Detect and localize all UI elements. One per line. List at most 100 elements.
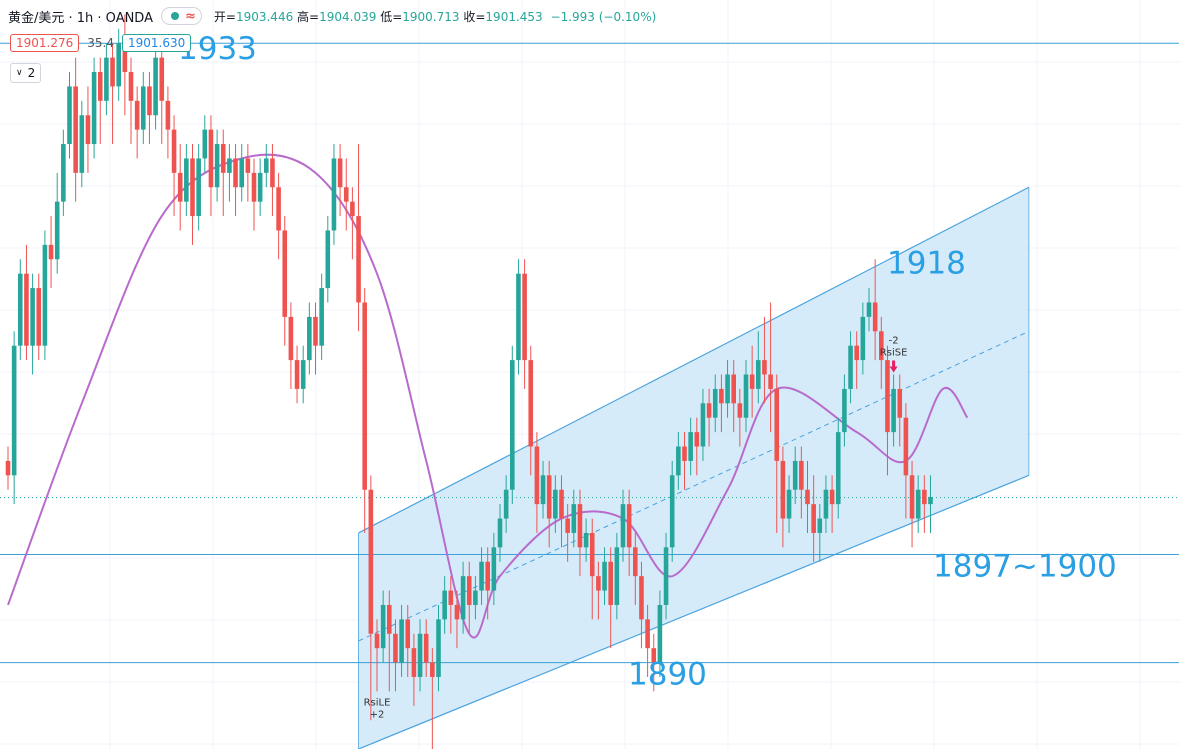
chart-header: 黄金/美元 · 1h · OANDA ≈ 开=1903.446 高=1904.0…	[8, 6, 656, 26]
candle-body	[749, 374, 755, 389]
candle	[30, 273, 35, 375]
candle	[196, 144, 201, 231]
candle	[620, 489, 626, 562]
candle-body	[633, 547, 638, 577]
candle	[897, 374, 903, 447]
candle-body	[460, 576, 466, 620]
candle	[725, 360, 730, 418]
candle	[97, 57, 103, 145]
candle	[866, 288, 872, 332]
label-1933: 1933	[178, 31, 257, 67]
candle-body	[48, 244, 54, 260]
candle	[356, 144, 361, 332]
candle	[399, 604, 404, 677]
sell-signal-arrow-icon	[889, 360, 898, 373]
label-1897-1900: 1897~1900	[933, 549, 1117, 585]
candle-body	[264, 158, 269, 173]
candle-body	[220, 144, 226, 173]
candle-body	[516, 273, 521, 361]
candle	[208, 115, 214, 217]
candle	[528, 345, 534, 476]
candle-body	[454, 604, 460, 620]
candle	[479, 547, 484, 605]
candle-body	[848, 345, 853, 389]
candle-body	[756, 360, 761, 389]
candle-body	[239, 158, 244, 188]
candle-body	[67, 86, 72, 145]
candle-body	[288, 316, 294, 361]
candle	[319, 273, 324, 361]
candle-body	[141, 86, 146, 130]
candle	[473, 576, 478, 620]
candle-body	[620, 504, 626, 548]
candle	[823, 475, 829, 533]
candle	[829, 475, 835, 533]
candle-body	[762, 360, 767, 375]
candle	[214, 129, 220, 202]
candle-body	[110, 57, 115, 87]
candle	[485, 547, 490, 620]
high-value: 1904.039	[319, 9, 377, 24]
candle-body	[897, 388, 903, 418]
candle	[497, 504, 503, 562]
candle	[768, 302, 773, 433]
collapse-indicators-button[interactable]: ∨ 2	[10, 63, 42, 83]
candle	[85, 86, 91, 173]
candle	[805, 460, 810, 533]
candle-body	[645, 619, 650, 649]
candle-body	[694, 432, 700, 447]
candle	[891, 374, 896, 447]
candle	[325, 216, 331, 303]
candle	[245, 144, 251, 202]
candle	[614, 532, 620, 620]
candle	[786, 475, 792, 533]
candle-body	[602, 561, 607, 591]
candle-body	[442, 590, 447, 620]
market-open-icon	[170, 12, 179, 20]
status-pill[interactable]: ≈	[160, 7, 202, 25]
candle	[393, 619, 398, 692]
candle	[749, 345, 755, 418]
candle	[737, 388, 743, 447]
candle	[559, 475, 564, 548]
candle	[651, 633, 657, 692]
candle-body	[528, 360, 534, 447]
candle	[706, 388, 712, 447]
candle	[24, 244, 29, 361]
candle	[639, 561, 644, 649]
candle	[165, 86, 171, 159]
candle	[442, 576, 447, 634]
candle	[743, 360, 749, 433]
candle-body	[134, 100, 140, 130]
candle	[227, 144, 232, 202]
candle	[343, 158, 349, 231]
candle-body	[270, 158, 275, 188]
candle-body	[153, 57, 158, 116]
candle	[565, 504, 570, 562]
candle-body	[657, 604, 663, 663]
candle-body	[725, 374, 730, 404]
candle	[411, 633, 417, 706]
candle-body	[700, 403, 706, 447]
symbol-title[interactable]: 黄金/美元 · 1h · OANDA	[8, 10, 153, 26]
candle-body	[245, 158, 251, 173]
high-label: 高=	[297, 9, 320, 24]
candle	[159, 43, 165, 145]
candle-body	[430, 662, 435, 677]
candle-body	[719, 388, 724, 404]
candle-body	[842, 388, 847, 433]
indicator-value-blue: 1901.630	[121, 34, 192, 52]
candle	[307, 302, 312, 375]
candle	[762, 316, 767, 404]
candle	[657, 590, 663, 677]
candle-body	[774, 388, 780, 461]
candle-body	[356, 216, 361, 303]
candle	[430, 648, 435, 749]
horizontal-lines	[0, 42, 1179, 664]
candle-body	[331, 158, 337, 231]
candle-body	[823, 489, 829, 519]
candle	[177, 144, 183, 231]
candle-body	[688, 432, 693, 461]
